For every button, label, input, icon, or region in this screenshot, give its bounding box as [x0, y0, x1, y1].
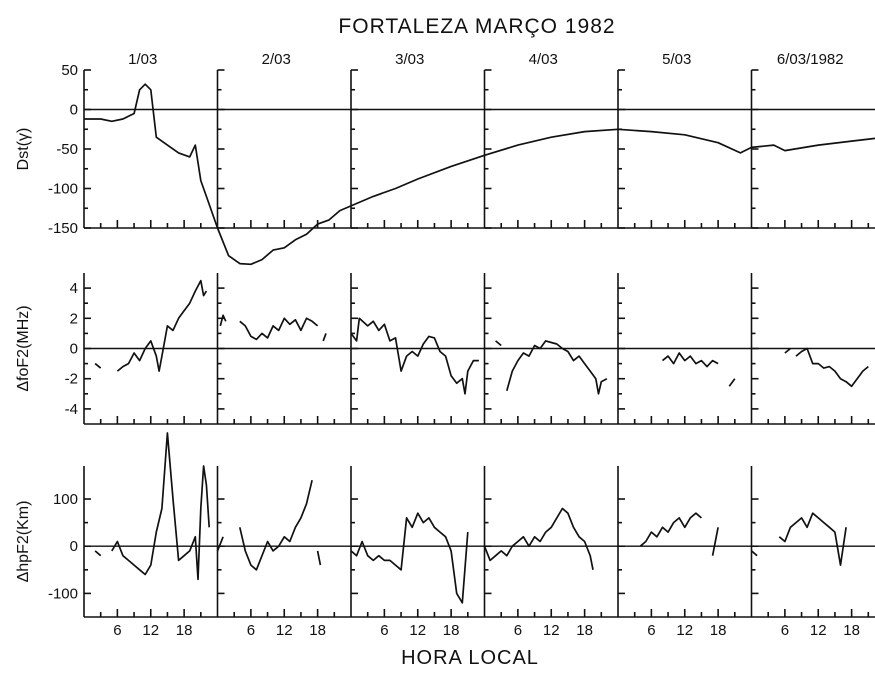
y-axis-label: Dst(γ)	[15, 128, 32, 171]
grid-layer: 1/03 2/03 3/03 4/03 5/03 6/03/1982 50 0 -50 -100 -…	[15, 51, 875, 639]
hpf2-series-segment	[639, 512, 702, 547]
day-label: 5/03	[662, 51, 691, 68]
fof2-series-segment	[505, 340, 608, 395]
chart-title: FORTALEZA MARÇO 1982	[338, 15, 615, 38]
fof2-series-segment	[795, 347, 869, 388]
x-tick-label: 18	[443, 622, 460, 639]
fof2-series-segment	[495, 340, 502, 347]
hpf2-series-segment	[778, 512, 847, 566]
y-tick-label: -2	[65, 371, 78, 388]
fof2-series-segment	[239, 317, 319, 341]
fof2-series-segment	[219, 314, 227, 327]
marks-layer	[84, 83, 875, 604]
hpf2-series-segment	[350, 512, 469, 604]
x-tick-label: 12	[409, 622, 426, 639]
hpf2-series-segment	[94, 550, 102, 557]
hpf2-series-segment	[711, 527, 719, 556]
hpf2-series-segment	[316, 550, 322, 566]
y-axis-label: ΔhpF2(Km)	[15, 501, 32, 583]
fof2-series-segment	[116, 279, 208, 372]
fof2-series-segment	[94, 362, 102, 369]
y-tick-label: 4	[70, 280, 78, 297]
x-tick-label: 6	[247, 622, 255, 639]
x-tick-label: 12	[810, 622, 827, 639]
y-axis-label: ΔfoF2(MHz)	[15, 305, 32, 391]
hpf2-series-segment	[216, 536, 224, 552]
hpf2-series-segment	[750, 550, 758, 557]
y-tick-label: -4	[65, 401, 78, 418]
y-tick-label: 0	[70, 102, 78, 119]
x-tick-label: 6	[781, 622, 789, 639]
y-tick-label: 50	[61, 62, 78, 79]
y-tick-label: -100	[48, 181, 78, 198]
dst-series-line	[84, 83, 875, 266]
y-tick-label: 0	[70, 341, 78, 358]
hpf2-series-segment	[111, 432, 211, 581]
fof2-series-segment	[661, 352, 719, 368]
x-tick-label: 12	[676, 622, 693, 639]
x-tick-label: 12	[142, 622, 159, 639]
x-tick-label: 18	[576, 622, 593, 639]
x-tick-label: 18	[176, 622, 193, 639]
y-tick-label: 2	[70, 310, 78, 327]
day-label: 1/03	[128, 51, 157, 68]
fof2-series-segment	[728, 378, 736, 387]
y-tick-label: 100	[53, 491, 78, 508]
x-tick-label: 18	[843, 622, 860, 639]
x-tick-label: 6	[113, 622, 121, 639]
x-tick-label: 18	[309, 622, 326, 639]
x-axis-label: HORA LOCAL	[401, 647, 539, 669]
y-tick-label: -150	[48, 220, 78, 237]
x-tick-label: 18	[710, 622, 727, 639]
day-label: 3/03	[395, 51, 424, 68]
x-tick-label: 12	[543, 622, 560, 639]
fof2-series-segment	[350, 317, 479, 395]
hpf2-series-segment	[238, 480, 313, 571]
hpf2-series-segment	[483, 507, 594, 570]
x-tick-label: 6	[514, 622, 522, 639]
day-label: 6/03/1982	[777, 51, 844, 68]
y-tick-label: -50	[56, 141, 78, 158]
x-tick-label: 6	[647, 622, 655, 639]
fof2-series-segment	[784, 347, 791, 354]
x-tick-label: 12	[276, 622, 293, 639]
day-label: 2/03	[262, 51, 291, 68]
x-tick-label: 6	[380, 622, 388, 639]
day-label: 4/03	[529, 51, 558, 68]
y-tick-label: 0	[70, 538, 78, 555]
y-tick-label: -100	[48, 585, 78, 602]
fof2-series-segment	[322, 333, 327, 342]
